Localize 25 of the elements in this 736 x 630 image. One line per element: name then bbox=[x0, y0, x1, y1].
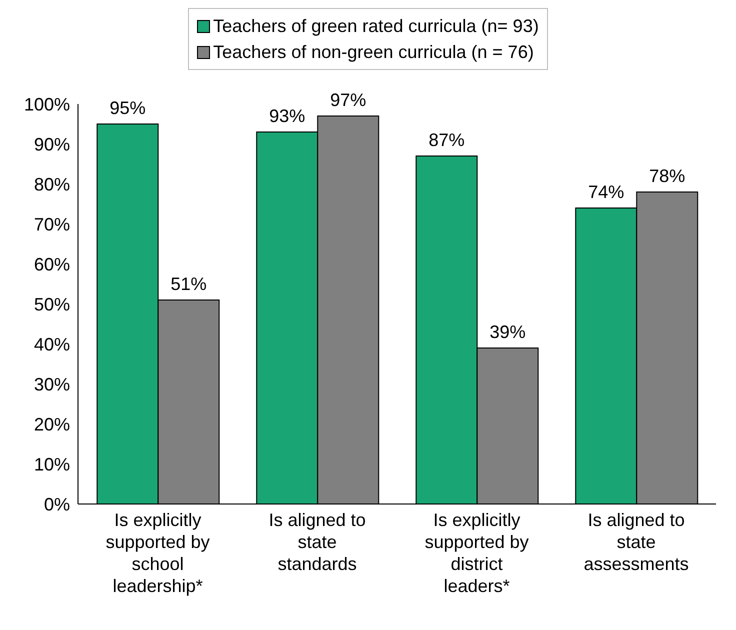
y-tick-label: 40% bbox=[34, 334, 70, 354]
y-tick-label: 70% bbox=[34, 214, 70, 234]
x-tick-label: Is aligned to state standards bbox=[268, 510, 366, 574]
y-tick-label: 50% bbox=[34, 294, 70, 314]
data-label: 95% bbox=[110, 98, 146, 118]
y-tick-label: 60% bbox=[34, 254, 70, 274]
y-tick-label: 0% bbox=[44, 494, 70, 514]
data-label: 51% bbox=[170, 274, 207, 294]
y-tick-label: 20% bbox=[34, 414, 70, 434]
legend-label: Teachers of green rated curricula (n= 93) bbox=[213, 15, 539, 38]
x-tick-label: Is explicitly supported by school leadership* bbox=[106, 510, 210, 596]
y-tick-label: 80% bbox=[34, 174, 70, 194]
y-tick-label: 10% bbox=[34, 454, 70, 474]
data-label: 39% bbox=[490, 322, 526, 342]
data-label: 78% bbox=[649, 166, 686, 186]
legend-label: Teachers of non-green curricula (n = 76) bbox=[213, 41, 534, 64]
y-tick-label: 30% bbox=[34, 374, 70, 394]
data-label: 74% bbox=[588, 182, 624, 202]
x-tick-label: Is explicitly supported by district leaders* bbox=[424, 510, 529, 596]
x-tick-label: Is aligned to state assessments bbox=[584, 510, 689, 574]
data-label: 87% bbox=[428, 130, 465, 150]
data-label: 97% bbox=[330, 90, 366, 110]
data-label: 93% bbox=[269, 106, 306, 126]
y-tick-label: 90% bbox=[34, 134, 70, 154]
y-tick-label: 100% bbox=[24, 94, 70, 114]
